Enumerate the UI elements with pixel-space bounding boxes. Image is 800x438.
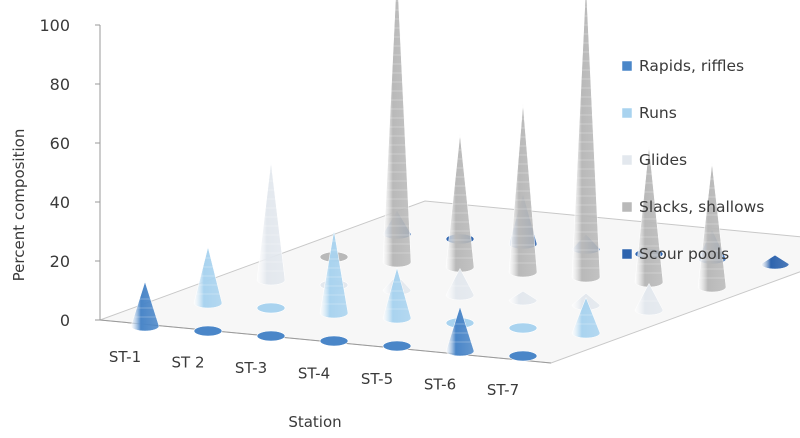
cone-runs-st-1 bbox=[193, 246, 223, 309]
cone-rapids-riffles-st-3 bbox=[256, 330, 286, 342]
x-tick-label: ST-7 bbox=[487, 381, 519, 399]
cone-slacks-shallows-st-3 bbox=[445, 134, 475, 273]
cone-slacks-shallows-st-5 bbox=[571, 0, 601, 283]
y-tick-label: 0 bbox=[60, 311, 70, 330]
x-axis-title: Station bbox=[288, 413, 341, 431]
legend-label-runs: Runs bbox=[639, 104, 677, 122]
cone-runs-st-3 bbox=[319, 230, 349, 319]
cone-rapids-riffles-st-4 bbox=[319, 335, 349, 347]
cone-glides-st-4 bbox=[445, 267, 475, 301]
x-tick-label: ST-5 bbox=[361, 370, 393, 388]
cone-rapids-riffles-st-2 bbox=[193, 325, 223, 337]
y-tick-label: 40 bbox=[50, 193, 70, 212]
cone-runs-st-6 bbox=[508, 322, 538, 334]
legend-label-slacks-shallows: Slacks, shallows bbox=[639, 198, 764, 216]
cone-slacks-shallows-st-4 bbox=[508, 103, 538, 278]
x-tick-label: ST-1 bbox=[109, 348, 141, 366]
legend-swatch-runs bbox=[621, 107, 633, 119]
y-tick-label: 20 bbox=[50, 252, 70, 271]
cone-glides-st-7 bbox=[634, 282, 664, 316]
cone-rapids-riffles-st-5 bbox=[382, 340, 412, 352]
x-tick-label: ST-6 bbox=[424, 376, 456, 394]
cone-rapids-riffles-st-7 bbox=[508, 350, 538, 362]
legend: Rapids, riffles Runs Glides Slacks, shallow… bbox=[621, 57, 764, 263]
plot-area bbox=[130, 0, 790, 362]
legend-label-glides: Glides bbox=[639, 151, 687, 169]
y-tick-label: 60 bbox=[50, 134, 70, 153]
cone-rapids-riffles-st-1 bbox=[130, 280, 160, 332]
cone-runs-st-4 bbox=[382, 266, 412, 324]
cone-slacks-shallows-st-6 bbox=[634, 146, 664, 288]
x-tick-label: ST-4 bbox=[298, 365, 330, 383]
cone-runs-st-2 bbox=[256, 302, 286, 314]
legend-label-scour-pools: Scour pools bbox=[639, 245, 729, 263]
y-axis-title: Percent composition bbox=[10, 129, 28, 282]
legend-label-rapids-riffles: Rapids, riffles bbox=[639, 57, 744, 75]
cone-rapids-riffles-st-6 bbox=[445, 305, 475, 357]
cone-slacks-shallows-st-2 bbox=[382, 0, 412, 268]
x-tick-label: ST 2 bbox=[172, 354, 205, 372]
x-axis: ST-1 ST 2 ST-3 ST-4 ST-5 ST-6 ST-7 bbox=[109, 348, 519, 399]
x-tick-label: ST-3 bbox=[235, 359, 267, 377]
legend-swatch-slacks-shallows bbox=[621, 201, 633, 213]
cone-glides-st-1 bbox=[256, 161, 286, 286]
y-tick-label: 100 bbox=[39, 16, 70, 35]
cone-slacks-shallows-st-7 bbox=[697, 163, 727, 293]
legend-swatch-rapids-riffles bbox=[621, 60, 633, 72]
y-tick-label: 80 bbox=[50, 75, 70, 94]
legend-swatch-glides bbox=[621, 154, 633, 166]
legend-swatch-scour-pools bbox=[621, 248, 633, 260]
cone-scour-pools-st-7 bbox=[760, 254, 790, 270]
cone-runs-st-7 bbox=[571, 296, 601, 339]
cone-glides-st-5 bbox=[508, 290, 538, 306]
y-axis: 0 20 40 60 80 100 bbox=[39, 16, 101, 330]
